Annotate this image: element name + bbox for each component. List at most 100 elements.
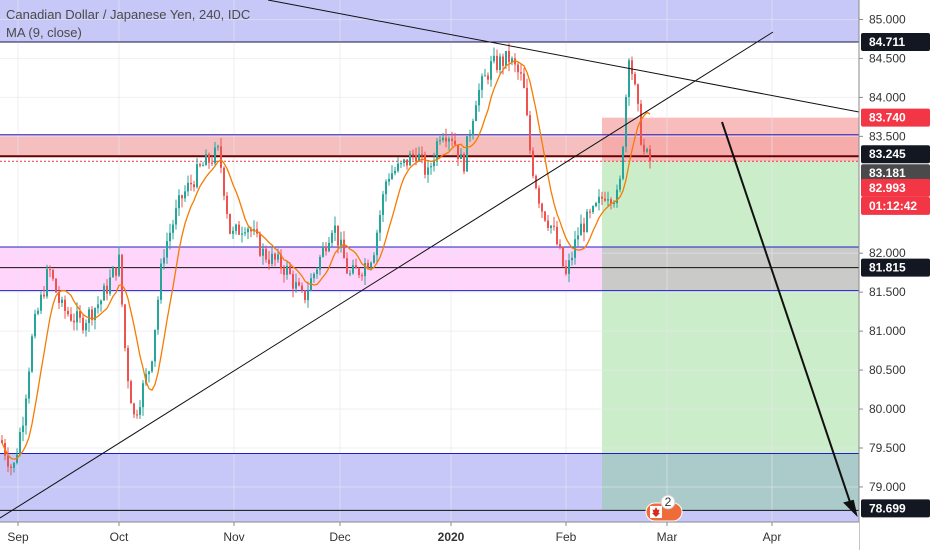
candle-body (622, 146, 624, 179)
price-tick-label: 83.500 (869, 129, 906, 143)
time-tick-label: Mar (657, 530, 678, 544)
candle-body (343, 239, 345, 259)
candle-body (436, 141, 438, 161)
candle-body (130, 381, 132, 404)
candle-body (568, 260, 570, 274)
candle-body (535, 175, 537, 189)
price-tag-label: 01:12:42 (869, 199, 917, 213)
candle-body (394, 170, 396, 174)
candle-body (610, 199, 612, 204)
price-tag (861, 145, 930, 164)
candle-body (1, 440, 3, 443)
candle-body (28, 371, 30, 399)
candle-body (193, 184, 195, 188)
candle-body (529, 115, 531, 151)
candle-body (361, 275, 363, 277)
overlap-zone-teal (602, 453, 859, 511)
candle-body (391, 173, 393, 179)
candle-body (640, 103, 642, 145)
price-tag-label: 81.815 (869, 261, 906, 275)
candle-body (532, 150, 534, 176)
candle-body (286, 265, 288, 275)
candle-body (31, 336, 33, 372)
candle-body (487, 75, 489, 80)
candle-body (352, 265, 354, 274)
indicator-label[interactable]: MA (9, close) (6, 25, 82, 40)
time-tick-label: Sep (7, 530, 29, 544)
candle-body (229, 213, 231, 234)
candle-body (178, 195, 180, 209)
candle-body (208, 154, 210, 163)
candle-body (199, 164, 201, 166)
candle-body (319, 256, 321, 270)
candle-body (100, 300, 102, 305)
price-tick-label: 85.000 (869, 12, 906, 26)
candle-body (616, 189, 618, 204)
candle-body (43, 294, 45, 297)
price-tag-label: 83.245 (869, 147, 906, 161)
candle-body (550, 225, 552, 228)
candle-body (79, 311, 81, 318)
candle-body (595, 203, 597, 207)
candle-body (475, 105, 477, 121)
candle-body (217, 146, 219, 148)
time-tick-label: Oct (110, 530, 129, 544)
symbol-title[interactable]: Canadian Dollar / Japanese Yen, 240, IDC (6, 7, 251, 22)
candle-body (490, 61, 492, 80)
candle-body (460, 154, 462, 160)
candle-body (142, 383, 144, 408)
candle-body (232, 230, 234, 234)
price-tag-label: 83.181 (869, 166, 906, 180)
candle-body (106, 285, 108, 294)
candle-body (634, 73, 636, 85)
candle-body (334, 225, 336, 233)
candle-body (304, 290, 306, 301)
candle-body (514, 58, 516, 65)
candle-body (370, 262, 372, 268)
badge-count: 2 (665, 495, 672, 509)
candle-body (541, 203, 543, 212)
candle-body (556, 226, 558, 245)
candle-body (19, 432, 21, 455)
candle-body (22, 425, 24, 433)
candle-body (121, 254, 123, 305)
candle-body (133, 403, 135, 415)
candle-body (388, 178, 390, 182)
price-tag (861, 258, 930, 277)
candle-body (397, 163, 399, 171)
candle-body (196, 164, 198, 188)
candle-body (46, 269, 48, 297)
candle-body (277, 254, 279, 260)
candle-body (67, 310, 69, 315)
canada-flag-icon[interactable]: 2 (645, 494, 683, 522)
candle-body (262, 248, 264, 256)
time-tick-label: Apr (763, 530, 782, 544)
candle-body (385, 181, 387, 195)
candle-body (220, 146, 222, 168)
badge-count-bg (660, 494, 676, 510)
price-tag-label: 83.740 (869, 111, 906, 125)
candle-body (250, 228, 252, 232)
candle-body (214, 147, 216, 164)
candle-body (367, 262, 369, 268)
candle-body (34, 313, 36, 337)
candle-body (280, 254, 282, 269)
candle-body (154, 329, 156, 362)
candle-body (10, 466, 12, 468)
time-tick-label: Feb (556, 530, 577, 544)
candle-body (49, 269, 51, 271)
time-axis-background (0, 522, 859, 550)
candle-body (211, 162, 213, 164)
candle-body (619, 178, 621, 190)
candle-body (538, 188, 540, 204)
candle-body (580, 223, 582, 236)
candle-body (85, 323, 87, 331)
candle-body (40, 294, 42, 311)
candle-body (451, 138, 453, 141)
candle-body (505, 50, 507, 66)
candle-body (637, 84, 639, 104)
candle-body (58, 292, 60, 303)
price-tag-label: 84.711 (869, 35, 905, 49)
